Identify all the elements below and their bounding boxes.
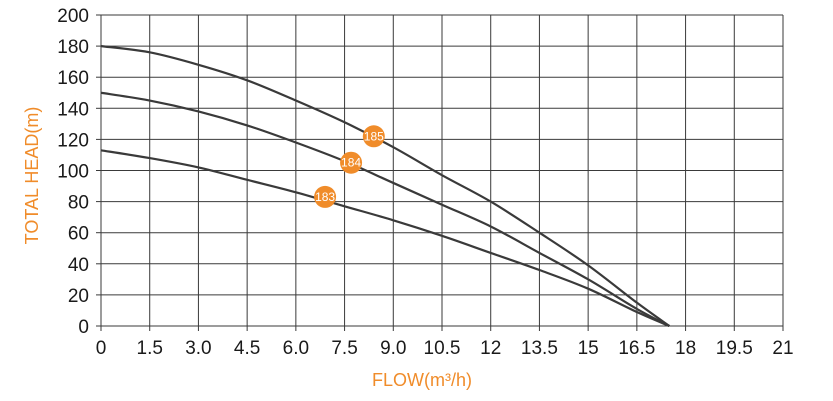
curves [100,45,670,328]
x-tick-label: 9.0 [380,338,406,359]
curve-184 [100,91,670,327]
y-tick-label: 0 [78,317,89,338]
x-tick-label: 12 [480,338,501,359]
x-tick-label: 3.0 [185,338,211,359]
curve-marker-185 [362,125,385,148]
y-tick-label: 140 [57,99,89,120]
x-tick-label: 21 [772,338,793,359]
grid [96,14,784,331]
x-axis-title: FLOW(m³/h) [372,370,472,390]
y-tick-label: 80 [68,193,89,214]
x-tick-label: 16.5 [618,338,655,359]
x-tick-label: 10.5 [424,338,461,359]
curve-183 [100,149,670,328]
x-tick-label: 19.5 [716,338,753,359]
curve-label-184: 184 [341,156,361,170]
x-tick-label: 15 [578,338,599,359]
y-tick-label: 40 [68,255,89,276]
x-tick-label: 7.5 [331,338,357,359]
curve-185 [100,45,670,327]
y-tick-label: 100 [57,162,89,183]
y-tick-label: 200 [57,6,89,27]
curve-marker-184 [340,151,363,174]
y-tick-label: 60 [68,224,89,245]
y-tick-label: 180 [57,37,89,58]
y-tick-label: 160 [57,68,89,89]
curve-label-183: 183 [315,190,335,204]
x-tick-label: 13.5 [521,338,558,359]
x-tick-label: 0 [96,338,107,359]
x-tick-label: 6.0 [283,338,309,359]
x-tick-label: 1.5 [137,338,163,359]
y-tick-label: 120 [57,130,89,151]
curve-marker-183 [314,185,337,208]
tick-labels: 0 1.5 3.0 4.5 6.0 7.5 9.0 10.5 12 13.5 15 16.5 18 19.… [57,6,793,359]
x-tick-label: 18 [675,338,696,359]
x-tick-label: 4.5 [234,338,260,359]
y-axis-title: TOTAL HEAD(m) [22,107,42,245]
curve-label-185: 185 [364,129,384,143]
y-tick-label: 20 [68,286,89,307]
